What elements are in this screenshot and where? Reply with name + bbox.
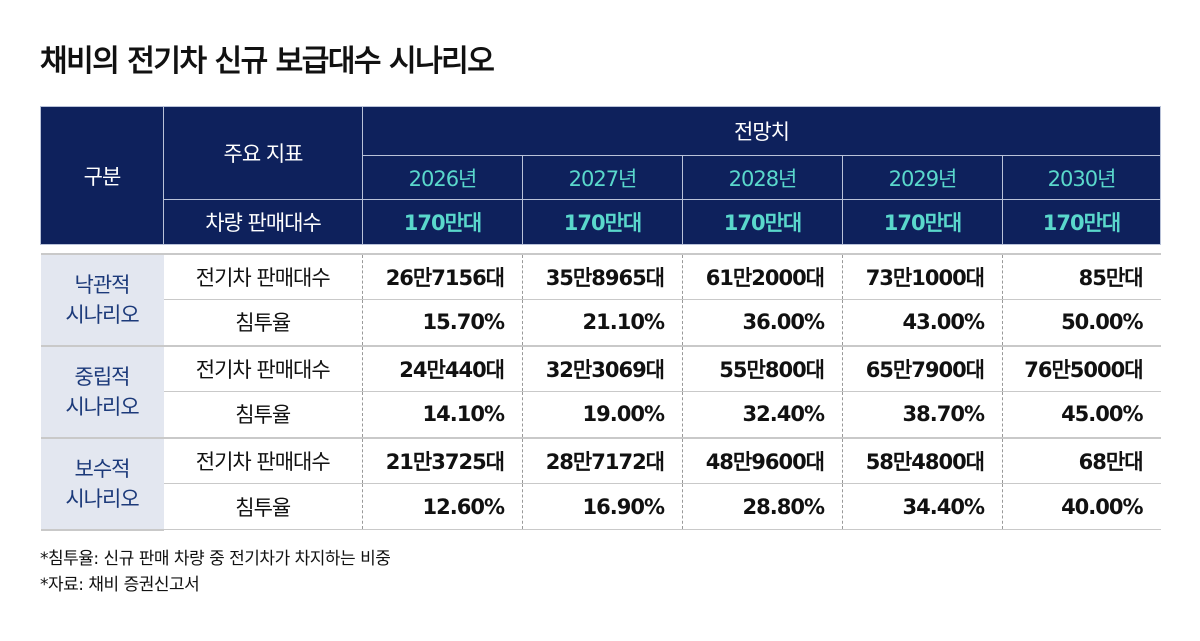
penetration-rate-value: 14.10% — [362, 391, 523, 438]
header-forecast: 전망치 — [361, 106, 1162, 156]
metric-label: 전기차 판매대수 — [163, 436, 363, 484]
table-row: 낙관적 시나리오 전기차 판매대수 26만7156대 35만8965대 61만2000대 7… — [40, 252, 1161, 347]
scenario-name: 보수적 — [74, 456, 131, 481]
metric-label: 침투율 — [163, 391, 363, 438]
footnote-source: *자료: 채비 증권신고서 — [40, 575, 200, 595]
ev-sales-value: 68만대 — [1001, 436, 1161, 484]
table-row: 보수적 시나리오 전기차 판매대수 21만3725대 28만7172대 48만9600대 5… — [40, 436, 1161, 531]
total-sales-value: 170만대 — [522, 199, 683, 245]
metric-label: 전기차 판매대수 — [163, 252, 363, 300]
footnote-penetration: *침투율: 신규 판매 차량 중 전기차가 차지하는 비중 — [40, 549, 391, 569]
scenario-name: 낙관적 — [74, 272, 131, 297]
penetration-rate-value: 40.00% — [1001, 483, 1161, 530]
year-header: 2026년 — [362, 155, 523, 200]
total-sales-value: 170만대 — [682, 199, 843, 245]
ev-sales-value: 65만7900대 — [842, 344, 1003, 392]
penetration-rate-value: 21.10% — [522, 299, 683, 346]
metric-label: 침투율 — [163, 483, 363, 530]
penetration-rate-value: 16.90% — [522, 483, 683, 530]
total-sales-value: 170만대 — [842, 199, 1003, 245]
ev-sales-value: 21만3725대 — [362, 436, 523, 484]
scenario-suffix: 시나리오 — [65, 302, 139, 327]
penetration-rate-value: 32.40% — [682, 391, 843, 438]
total-sales-value: 170만대 — [1001, 199, 1162, 245]
penetration-rate-value: 15.70% — [362, 299, 523, 346]
ev-sales-value: 85만대 — [1001, 252, 1161, 300]
scenario-suffix: 시나리오 — [65, 486, 139, 511]
ev-sales-value: 58만4800대 — [842, 436, 1003, 484]
penetration-rate-value: 45.00% — [1001, 391, 1161, 438]
year-header: 2030년 — [1001, 155, 1162, 200]
penetration-rate-value: 19.00% — [522, 391, 683, 438]
ev-sales-value: 48만9600대 — [682, 436, 843, 484]
year-header: 2029년 — [842, 155, 1003, 200]
header-category: 구분 — [40, 106, 164, 245]
scenario-name: 중립적 — [74, 364, 131, 389]
ev-sales-value: 35만8965대 — [522, 252, 683, 300]
year-header: 2028년 — [682, 155, 843, 200]
penetration-rate-value: 38.70% — [842, 391, 1003, 438]
table-row: 침투율 15.70% 21.10% 36.00% 43.00% 50.00% — [41, 299, 1161, 346]
table-row: 침투율 14.10% 19.00% 32.40% 38.70% 45.00% — [41, 391, 1161, 438]
ev-sales-value: 61만2000대 — [682, 252, 843, 300]
header-total-label: 차량 판매대수 — [163, 199, 363, 245]
total-sales-value: 170만대 — [362, 199, 523, 245]
scenario-suffix: 시나리오 — [65, 394, 139, 419]
ev-sales-value: 24만440대 — [362, 344, 523, 392]
scenario-table: 구분 주요 지표 전망치 2026년 2027년 2028년 2029년 2030년 차… — [40, 106, 1162, 531]
year-header: 2027년 — [522, 155, 683, 200]
penetration-rate-value: 43.00% — [842, 299, 1003, 346]
penetration-rate-value: 12.60% — [362, 483, 523, 530]
ev-sales-value: 55만800대 — [682, 344, 843, 392]
ev-sales-value: 76만5000대 — [1001, 344, 1161, 392]
ev-sales-value: 32만3069대 — [522, 344, 683, 392]
penetration-rate-value: 50.00% — [1001, 299, 1161, 346]
ev-sales-value: 28만7172대 — [522, 436, 683, 484]
page-title: 채비의 전기차 신규 보급대수 시나리오 — [40, 44, 495, 79]
table-row: 중립적 시나리오 전기차 판매대수 24만440대 32만3069대 55만800대 65만… — [40, 344, 1161, 439]
metric-label: 침투율 — [163, 299, 363, 346]
header-indicator: 주요 지표 — [163, 106, 363, 200]
ev-sales-value: 26만7156대 — [362, 252, 523, 300]
ev-sales-value: 73만1000대 — [842, 252, 1003, 300]
penetration-rate-value: 36.00% — [682, 299, 843, 346]
metric-label: 전기차 판매대수 — [163, 344, 363, 392]
penetration-rate-value: 34.40% — [842, 483, 1003, 530]
table-row: 침투율 12.60% 16.90% 28.80% 34.40% 40.00% — [41, 483, 1161, 530]
penetration-rate-value: 28.80% — [682, 483, 843, 530]
footnotes: *침투율: 신규 판매 차량 중 전기차가 차지하는 비중 *자료: 채비 증권… — [40, 546, 391, 598]
